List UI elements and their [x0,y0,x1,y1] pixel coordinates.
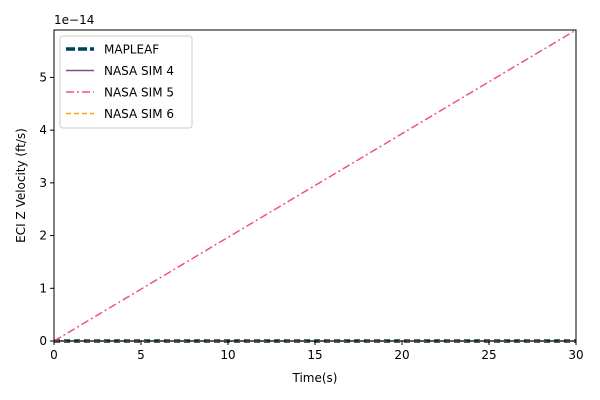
x-tick-label: 25 [481,348,496,362]
y-tick-label: 3 [39,176,47,190]
legend-label: NASA SIM 4 [104,64,174,78]
x-axis-label: Time(s) [292,371,338,385]
series-line-3 [54,29,576,342]
x-tick-label: 0 [50,348,58,362]
legend-label: NASA SIM 5 [104,86,174,100]
legend: MAPLEAF NASA SIM 4 NASA SIM 5 NASA SIM 6 [59,35,193,129]
y-axis-ticks: 0 1 2 3 4 5 [39,70,54,348]
y-tick-label: 4 [39,123,47,137]
x-axis-ticks: 0 5 10 15 20 25 30 [50,341,584,362]
x-tick-label: 15 [307,348,322,362]
x-tick-label: 5 [137,348,145,362]
y-tick-label: 5 [39,70,47,84]
legend-label: NASA SIM 6 [104,107,174,121]
x-tick-label: 30 [568,348,583,362]
legend-box [59,35,193,129]
y-axis-label: ECI Z Velocity (ft/s) [14,128,28,243]
y-tick-label: 0 [39,334,47,348]
y-axis-offset-text: 1e−14 [54,13,94,27]
y-tick-label: 2 [39,229,47,243]
x-tick-label: 20 [394,348,409,362]
x-tick-label: 10 [220,348,235,362]
y-tick-label: 1 [39,281,47,295]
legend-label: MAPLEAF [104,43,159,57]
